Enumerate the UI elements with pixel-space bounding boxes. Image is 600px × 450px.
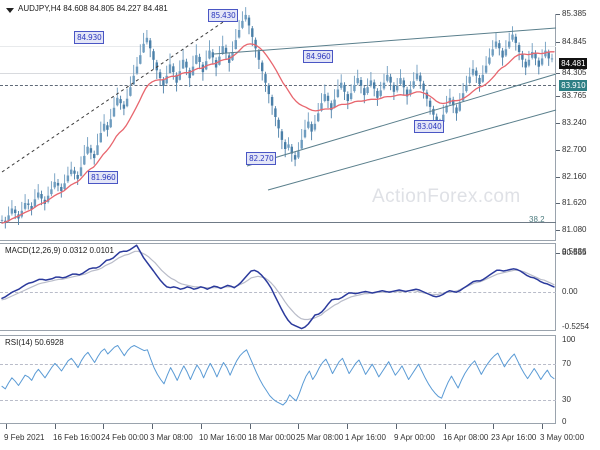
price-axis-tick [556, 42, 560, 43]
watermark: ActionForex.com [372, 186, 521, 207]
macd-tick: -0.5254 [562, 322, 590, 331]
x-axis-label: 16 Apr 08:00 [443, 433, 489, 442]
price-axis-tick [556, 177, 560, 178]
x-axis-label: 10 Mar 16:00 [199, 433, 247, 442]
price-tick: 85.385 [562, 9, 587, 18]
annotation-84930[interactable]: 84.930 [74, 31, 105, 44]
lower-channel-line [267, 109, 557, 191]
annotation-81960[interactable]: 81.960 [88, 171, 119, 184]
rsi-tick: 0 [562, 417, 567, 426]
rsi-series-plot [1, 345, 555, 406]
rsi-tick: 100 [562, 335, 576, 344]
x-axis-label: 9 Apr 00:00 [394, 433, 435, 442]
fib-line-382 [0, 222, 556, 223]
mid-channel-line [246, 73, 557, 167]
level-line-83910 [0, 85, 556, 86]
x-axis-label: 9 Feb 2021 [4, 433, 45, 442]
dashed-uptrend-line [1, 15, 233, 173]
macd-signal-line [1, 250, 555, 321]
price-tick: 82.160 [562, 172, 587, 181]
price-tick: 81.080 [562, 225, 587, 234]
x-axis-label: 3 Mar 08:00 [150, 433, 193, 442]
x-axis-tick [152, 424, 153, 429]
macd-header: MACD(12,26,9) 0.0312 0.0101 [5, 246, 114, 255]
rsi-frame [0, 335, 556, 424]
annotation-84960[interactable]: 84.960 [303, 50, 334, 63]
price-axis-tick [556, 253, 560, 254]
moving-average-line [1, 43, 555, 224]
x-axis-tick [542, 424, 543, 429]
fib-level-label: 38.2 [529, 215, 545, 224]
triangle-down-icon[interactable] [6, 8, 14, 13]
price-axis-tick [556, 123, 560, 124]
price-axis-tick [556, 150, 560, 151]
rsi-level-70 [0, 364, 556, 365]
rsi-tick: 70 [562, 359, 571, 368]
upper-channel-line [213, 27, 557, 55]
price-tick: 84.305 [562, 68, 587, 77]
rsi-tick: 30 [562, 395, 571, 404]
x-axis-tick [250, 424, 251, 429]
x-axis-label: 3 May 00:00 [540, 433, 585, 442]
annotation-83040[interactable]: 83.040 [414, 120, 445, 133]
gridline [0, 46, 556, 47]
price-tick: 83.240 [562, 118, 587, 127]
price-tick: 84.845 [562, 37, 587, 46]
x-axis-tick [298, 424, 299, 429]
price-axis-tick [556, 203, 560, 204]
macd-frame [0, 243, 556, 331]
trendlines-overlay [1, 15, 557, 191]
price-tick: 81.620 [562, 198, 587, 207]
macd-series-plot [1, 244, 555, 330]
annotation-85430[interactable]: 85.430 [208, 9, 239, 22]
price-series-plot [0, 7, 555, 229]
x-axis-label: 23 Apr 16:00 [491, 433, 537, 442]
price-tick: 83.765 [562, 91, 587, 100]
x-axis-tick [347, 424, 348, 429]
x-axis-tick [201, 424, 202, 429]
price-axis-tick [556, 230, 560, 231]
price-axis-tick [556, 96, 560, 97]
price-tick: 80.555 [562, 248, 587, 257]
rsi-header: RSI(14) 50.6928 [5, 338, 64, 347]
macd-tick: 0.5836 [562, 247, 587, 256]
price-axis-tick [556, 14, 560, 15]
price-axis-tick [556, 73, 560, 74]
x-axis-tick [103, 424, 104, 429]
x-axis-tick [396, 424, 397, 429]
rsi-level-30 [0, 400, 556, 401]
x-axis-label: 18 Mar 00:00 [248, 433, 296, 442]
macd-line [1, 244, 555, 330]
level-price-badge: 83.910 [559, 80, 588, 91]
annotation-82270[interactable]: 82.270 [246, 152, 277, 165]
macd-tick: 0.00 [562, 287, 578, 296]
x-axis-tick [445, 424, 446, 429]
x-axis-label: 25 Mar 08:00 [296, 433, 344, 442]
last-price-badge: 84.481 [559, 58, 588, 69]
x-axis-tick [55, 424, 56, 429]
x-axis-label: 1 Apr 16:00 [345, 433, 386, 442]
price-tick: 82.700 [562, 145, 587, 154]
x-axis-tick [493, 424, 494, 429]
symbol-header: AUDJPY,H4 84.608 84.805 84.227 84.481 [18, 4, 168, 13]
x-axis-label: 24 Feb 00:00 [101, 433, 149, 442]
rsi-line [1, 345, 555, 406]
x-axis-label: 16 Feb 16:00 [53, 433, 101, 442]
x-axis-tick [6, 424, 7, 429]
